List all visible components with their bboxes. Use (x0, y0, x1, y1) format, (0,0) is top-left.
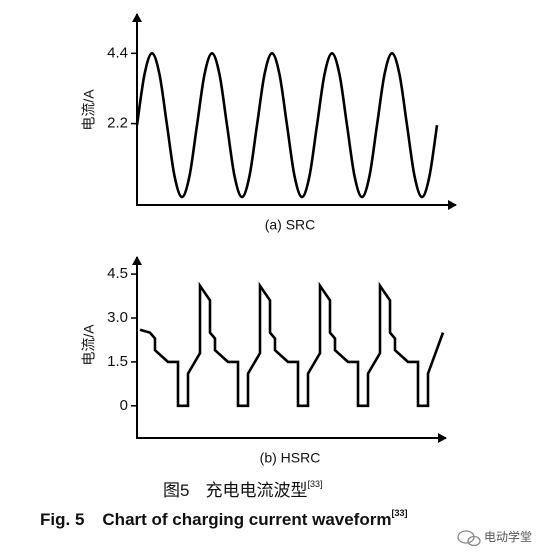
chart-title: (b) HSRC (260, 450, 321, 466)
waveform (139, 281, 445, 408)
caption-text: 充电电流波型 (205, 481, 307, 500)
y-axis-label: 电流/A (81, 89, 97, 131)
watermark-icon (457, 530, 481, 547)
y-axis-label: 电流/A (81, 324, 97, 366)
caption-label: Fig. 5 (40, 510, 84, 529)
caption-ref: [33] (391, 508, 407, 518)
chart-title: (a) SRC (265, 217, 316, 233)
caption-cn: 图5 充电电流波型[33] (163, 479, 322, 500)
y-tick-label: 4.4 (107, 44, 128, 61)
caption-text: Chart of charging current waveform (102, 510, 391, 529)
caption-en: Fig. 5 Chart of charging current waveform… (40, 508, 407, 529)
y-tick-label: 2.2 (107, 115, 128, 132)
caption-label: 图5 (163, 481, 189, 500)
watermark: 电动学堂 (484, 529, 532, 544)
y-tick-label: 4.5 (107, 265, 128, 282)
y-tick-label: 0 (120, 397, 128, 414)
y-tick-label: 3.0 (107, 309, 128, 326)
y-tick-label: 1.5 (107, 353, 128, 370)
waveform (135, 52, 439, 199)
caption-ref: [33] (307, 479, 322, 489)
